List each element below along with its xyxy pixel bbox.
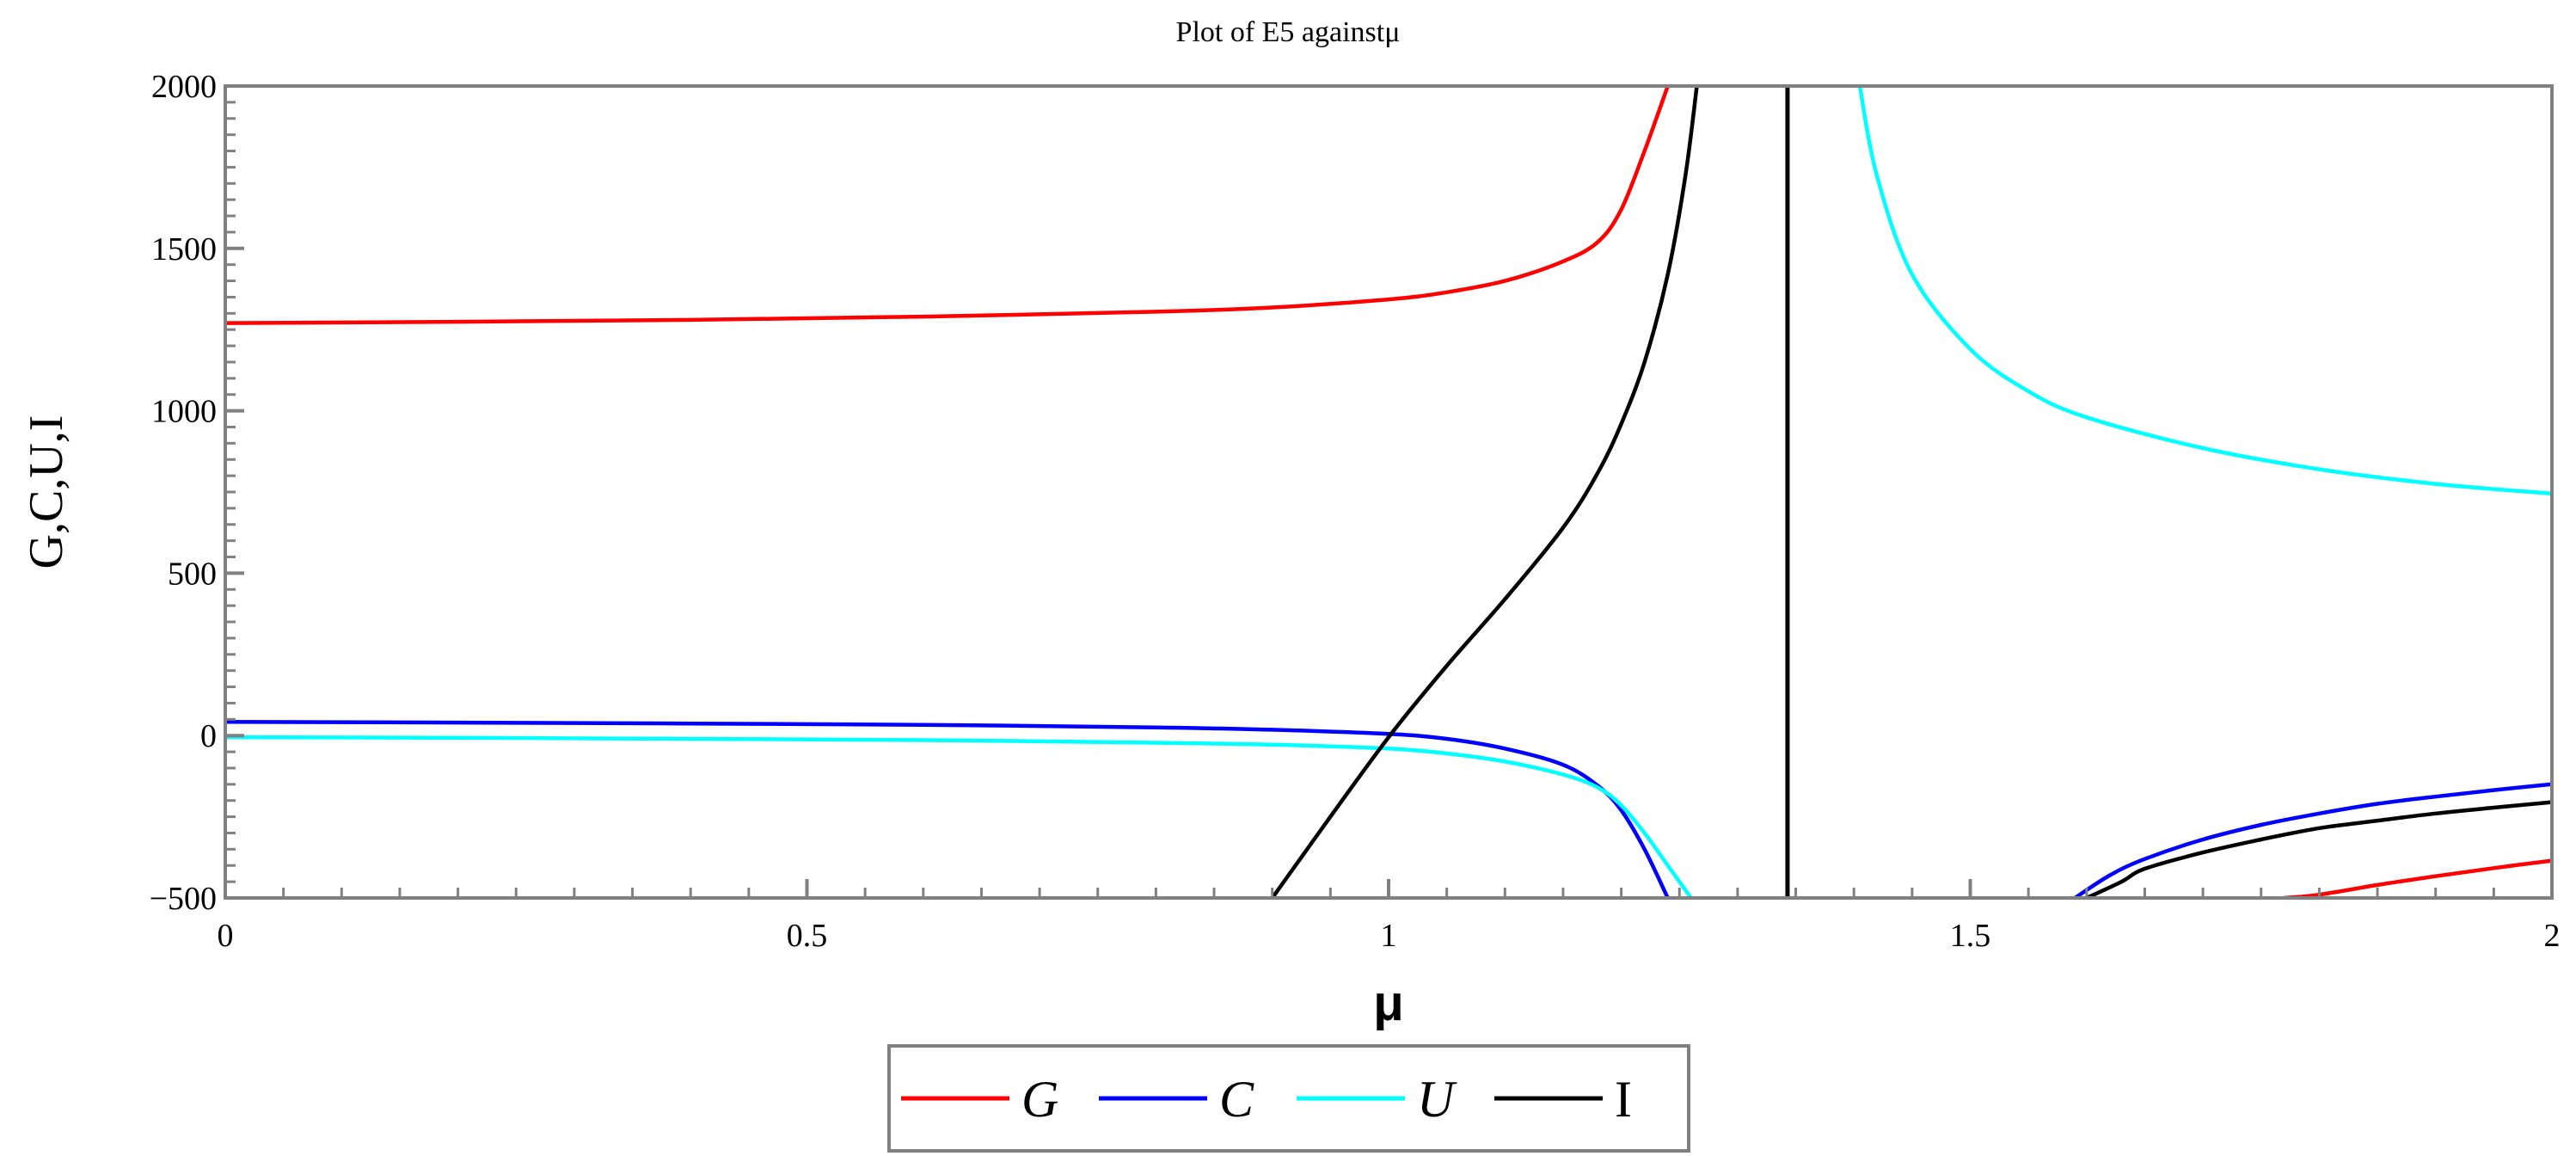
y-tick-label: 500 [168, 556, 217, 592]
series-U-line-2 [1857, 86, 2552, 496]
x-tick-label: 1.5 [1950, 918, 1991, 954]
series-C-line-1 [225, 720, 1670, 898]
y-tick-label: 2000 [151, 69, 217, 105]
ticks-layer [224, 84, 2554, 900]
y-tick-label: 1500 [151, 231, 217, 267]
x-axis-label: μ [1373, 975, 1404, 1031]
x-tick-label: 1 [1381, 918, 1397, 954]
series-I-line-2 [2084, 800, 2552, 898]
legend-label-C: C [1219, 1071, 1254, 1128]
x-tick-label: 2 [2544, 918, 2561, 954]
legend-label-U: U [1417, 1071, 1457, 1128]
y-tick-label: 0 [200, 718, 217, 754]
series-G-line-1 [225, 86, 1670, 325]
plot-frame [224, 84, 2554, 900]
y-tick-label: −500 [150, 881, 217, 917]
series-I-line-1 [1270, 86, 1699, 898]
series-C-line-2 [2073, 782, 2552, 898]
series-layer [225, 86, 2552, 898]
legend-label-I: I [1615, 1071, 1632, 1128]
series-G-line-2 [2282, 858, 2552, 898]
x-tick-label: 0 [218, 918, 234, 954]
series-U-line-1 [225, 735, 1694, 898]
y-tick-label: 1000 [151, 394, 217, 430]
x-tick-label: 0.5 [787, 918, 828, 954]
y-axis-label: G,C,U,I [20, 415, 73, 569]
legend-label-G: G [1021, 1071, 1058, 1128]
chart-title: Plot of E5 againstμ [1176, 16, 1401, 48]
